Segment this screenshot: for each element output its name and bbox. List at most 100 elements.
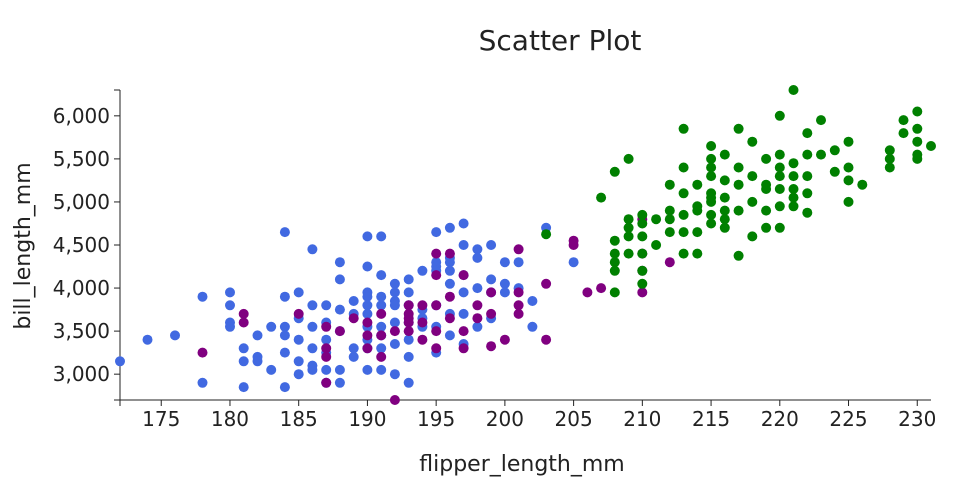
data-point (596, 283, 607, 294)
data-point (444, 330, 455, 341)
data-point (403, 300, 414, 311)
data-point (376, 321, 387, 332)
data-point (362, 364, 373, 375)
data-point (417, 300, 428, 311)
data-point (444, 265, 455, 276)
data-point (843, 162, 854, 173)
data-point (293, 356, 304, 367)
y-tick-label: 6,000 (53, 104, 110, 128)
data-point (403, 351, 414, 362)
data-point (609, 248, 620, 259)
data-point (623, 248, 634, 259)
data-point (376, 270, 387, 281)
data-point (348, 351, 359, 362)
y-axis-label: bill_length_mm (11, 162, 36, 329)
x-axis-ticks: 175 180 185 190 195 200 205 210 215 220 225 230 (119, 400, 936, 431)
data-point (266, 321, 277, 332)
data-point (609, 166, 620, 177)
data-point (458, 343, 469, 354)
data-point (774, 184, 785, 194)
data-point (843, 136, 854, 147)
data-point (238, 382, 249, 393)
data-point (774, 222, 785, 233)
data-point (637, 209, 648, 220)
data-point (623, 153, 634, 164)
data-point (513, 300, 524, 311)
data-point (403, 377, 414, 388)
data-point (926, 141, 936, 151)
data-point (348, 296, 359, 306)
x-tick-label: 225 (829, 407, 867, 431)
data-point (225, 287, 235, 298)
data-point (431, 300, 442, 311)
data-point (238, 308, 249, 319)
data-point (774, 171, 785, 182)
data-point (293, 334, 304, 345)
data-point (761, 222, 772, 233)
data-point (719, 149, 730, 160)
data-point (293, 308, 304, 319)
data-point (692, 179, 703, 190)
data-point (664, 227, 675, 238)
data-point (279, 227, 290, 238)
data-point (362, 300, 373, 311)
data-point (706, 162, 717, 173)
data-point (692, 205, 703, 216)
data-point (225, 300, 235, 311)
data-point (458, 270, 469, 281)
data-point (637, 287, 648, 298)
data-point (362, 330, 373, 341)
data-point (334, 274, 345, 285)
y-tick-label: 5,000 (53, 190, 110, 214)
data-point (376, 364, 387, 375)
data-point (472, 244, 483, 255)
data-point (774, 149, 785, 160)
data-point (499, 278, 510, 289)
data-point (692, 248, 703, 259)
data-point (829, 145, 840, 156)
data-point (568, 240, 579, 250)
data-point (376, 300, 387, 311)
data-point (678, 188, 689, 199)
data-point (678, 123, 689, 134)
data-point (444, 257, 455, 268)
data-point (664, 257, 675, 268)
data-point (761, 184, 772, 194)
data-point (389, 326, 400, 337)
data-point (719, 175, 730, 186)
data-point (788, 184, 799, 194)
data-point (348, 313, 359, 324)
data-point (912, 153, 923, 164)
data-point (678, 227, 689, 238)
data-point (788, 171, 799, 182)
data-point (334, 326, 345, 337)
data-point (486, 274, 497, 285)
data-point (747, 196, 758, 207)
data-point (816, 149, 826, 160)
data-point (279, 321, 290, 332)
data-point (376, 291, 387, 302)
data-point (499, 287, 510, 298)
data-point (334, 304, 345, 315)
data-point (403, 317, 414, 328)
y-axis-ticks: 3,000 3,500 4,000 4,500 5,000 5,500 6,000 (53, 89, 120, 401)
data-point (898, 115, 909, 126)
data-point (376, 330, 387, 341)
data-point (389, 369, 400, 380)
data-point (719, 214, 730, 225)
data-point (362, 343, 373, 354)
data-point (293, 369, 304, 380)
data-point (431, 270, 442, 281)
data-point (637, 218, 648, 229)
data-point (334, 377, 345, 388)
data-point (733, 123, 744, 134)
data-point (362, 308, 373, 319)
data-point (568, 257, 579, 268)
data-point (513, 244, 524, 255)
data-point (802, 171, 813, 182)
data-point (472, 283, 483, 294)
data-point (321, 334, 332, 345)
data-point (678, 162, 689, 173)
data-point (719, 205, 730, 216)
data-point (458, 326, 469, 337)
